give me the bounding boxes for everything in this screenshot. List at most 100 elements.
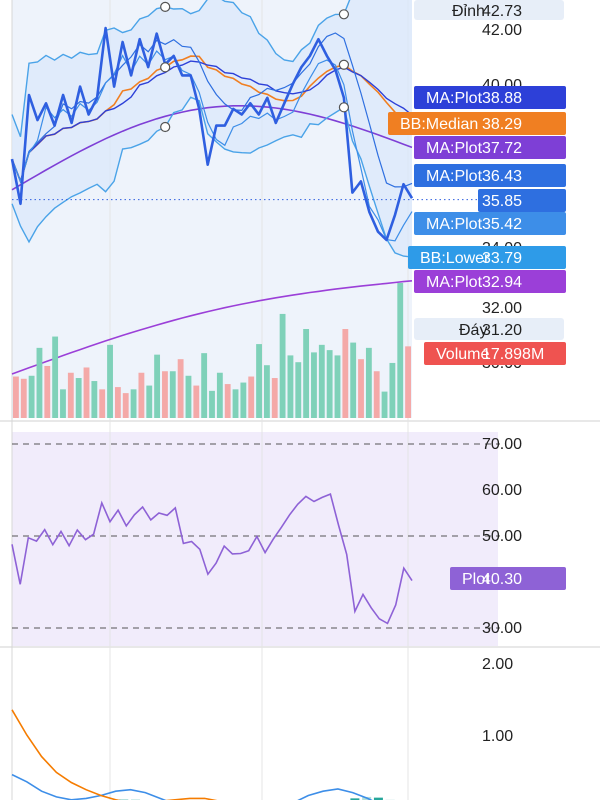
volume-bar xyxy=(224,384,231,418)
tag-3-background xyxy=(414,136,566,159)
rsi-tick-50: 50.00 xyxy=(482,528,522,545)
last-price-tag-background xyxy=(478,189,566,212)
tag-4-background xyxy=(414,164,566,187)
volume-panel xyxy=(13,283,411,418)
volume-bar xyxy=(114,387,121,418)
volume-bar xyxy=(334,355,341,418)
ma-plot-light-line xyxy=(11,50,413,242)
volume-bar xyxy=(397,283,404,418)
rsi-plot-tag-value: 40.30 xyxy=(482,571,522,588)
macd-tick-1: 1.00 xyxy=(482,728,513,745)
volume-bar xyxy=(216,372,223,418)
volume-bar xyxy=(122,393,129,418)
line-handle xyxy=(338,102,350,113)
volume-bar xyxy=(279,313,286,418)
volume-bar xyxy=(20,378,27,418)
rsi-tick-70: 70.00 xyxy=(482,436,522,453)
volume-bar xyxy=(44,365,51,418)
volume-bar xyxy=(52,336,59,418)
volume-tag-label: Volume xyxy=(436,346,489,363)
ma-plot-mid-line xyxy=(11,32,413,188)
volume-bar xyxy=(107,344,113,418)
volume-bar xyxy=(138,372,145,418)
tag-2-value: 38.29 xyxy=(482,116,522,133)
volume-bar xyxy=(185,375,192,418)
volume-bar xyxy=(232,389,239,418)
line-handle xyxy=(338,59,350,70)
tag-1-value: 38.88 xyxy=(482,90,522,107)
volume-bar xyxy=(177,359,184,418)
rsi-tick-30: 30.00 xyxy=(482,620,522,637)
macd-histogram-bar xyxy=(350,798,360,800)
low-label-background xyxy=(414,318,564,340)
volume-bar xyxy=(256,344,262,418)
tag-5-background xyxy=(414,212,566,235)
volume-bar xyxy=(350,342,357,418)
ma-plot-slow-line xyxy=(11,280,413,375)
tag-2-background xyxy=(388,112,566,135)
low-label-text: Đáy xyxy=(459,322,487,339)
volume-bar xyxy=(373,371,380,418)
tag-6-label: BB:Lower xyxy=(420,250,490,267)
tag-6-value: 33.79 xyxy=(482,250,522,267)
rsi-plot-tag-label: Plot xyxy=(462,571,490,588)
high-label-background xyxy=(414,0,564,20)
volume-bar xyxy=(248,376,255,418)
tag-5-label: MA:Plot xyxy=(426,216,483,233)
low-label-value: 31.20 xyxy=(482,322,522,339)
high-label-value: 42.73 xyxy=(482,3,522,20)
volume-bar xyxy=(318,344,325,418)
tag-4-label: MA:Plot xyxy=(426,168,483,185)
tag-3-label: MA:Plot xyxy=(426,140,483,157)
line-handle xyxy=(338,9,350,20)
volume-bar xyxy=(67,372,74,418)
volume-bar xyxy=(295,362,302,418)
volume-bar xyxy=(240,382,247,418)
volume-bar xyxy=(36,347,43,418)
volume-bar xyxy=(263,365,270,418)
volume-bar xyxy=(303,329,310,418)
volume-bar xyxy=(60,389,66,418)
volume-bar xyxy=(13,376,19,418)
volume-bar xyxy=(342,329,349,418)
rsi-plot-line xyxy=(11,493,413,625)
macd-signal-line xyxy=(11,773,373,800)
volume-bar xyxy=(201,353,208,418)
high-label-text: Đỉnh xyxy=(452,3,485,20)
line-handle xyxy=(160,62,171,73)
price-tick-32: 32.00 xyxy=(482,300,522,317)
volume-tag-background xyxy=(424,342,566,365)
volume-bar xyxy=(405,346,411,418)
volume-bar xyxy=(193,385,200,418)
volume-bar xyxy=(130,389,137,418)
line-handle xyxy=(160,1,171,12)
volume-bar xyxy=(311,352,317,418)
volume-bar xyxy=(209,390,215,418)
volume-bar xyxy=(389,362,396,418)
macd-tick-2: 2.00 xyxy=(482,656,513,673)
tag-5-value: 35.42 xyxy=(482,216,522,233)
volume-bar xyxy=(99,389,106,418)
volume-bar xyxy=(381,391,388,418)
volume-bar xyxy=(83,367,90,418)
tag-7-value: 32.94 xyxy=(482,274,522,291)
rsi-panel[interactable] xyxy=(11,443,500,629)
volume-bar xyxy=(169,371,176,418)
price-panel[interactable] xyxy=(10,0,498,375)
tag-1-background xyxy=(414,86,566,109)
volume-bar xyxy=(75,378,82,418)
volume-bar xyxy=(287,355,294,418)
volume-bar xyxy=(326,350,333,418)
last-price-tag-value: 35.85 xyxy=(482,193,522,210)
volume-bar xyxy=(146,385,153,418)
volume-bar xyxy=(358,359,364,418)
volume-bar xyxy=(271,378,278,418)
volume-bar xyxy=(28,375,35,418)
volume-bar xyxy=(154,354,161,418)
volume-tag-value: 17.898M xyxy=(482,346,544,363)
tag-7-label: MA:Plot xyxy=(426,274,483,291)
rsi-plot-tag-background xyxy=(450,567,566,590)
rsi-tick-60: 60.00 xyxy=(482,482,522,499)
